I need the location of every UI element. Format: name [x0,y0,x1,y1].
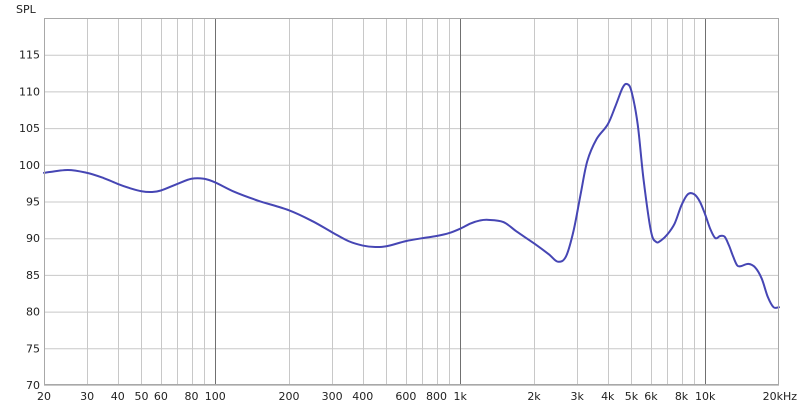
curve-layer [43,82,780,309]
y-tick-label: 85 [26,269,40,282]
x-tick-label: 20 [37,390,51,403]
x-tick-label: 300 [322,390,343,403]
x-tick-label: 20kHz [763,390,798,403]
y-tick-label: 75 [26,342,40,355]
y-tick-label: 95 [26,196,40,209]
y-tick-label: 110 [19,85,40,98]
x-tick-label: 60 [154,390,168,403]
x-tick-label: 50 [134,390,148,403]
y-axis-label: SPL [16,3,37,16]
x-tick-label: 8k [675,390,689,403]
plot-border [44,18,779,385]
y-tick-label: 100 [19,159,40,172]
x-tick-label: 4k [601,390,615,403]
x-tick-label: 10k [695,390,716,403]
x-tick-label: 200 [279,390,300,403]
y-tick-label: 70 [26,379,40,392]
x-tick-label: 2k [527,390,541,403]
x-tick-label: 6k [644,390,658,403]
x-tick-label: 1k [454,390,468,403]
x-tick-label: 600 [395,390,416,403]
y-tick-labels: 70 75 80 85 90 95 100 105 110 115 [19,49,40,392]
x-tick-labels: 20 30 40 50 60 80 100 200 300 400 600 800 1k 2k 3k 4k 5k… [37,390,797,403]
frequency-response-line [43,82,780,309]
x-tick-label: 80 [185,390,199,403]
x-tick-label: 30 [80,390,94,403]
y-tick-label: 90 [26,232,40,245]
y-tick-label: 105 [19,122,40,135]
x-tick-label: 800 [426,390,447,403]
x-tick-label: 400 [352,390,373,403]
x-tick-label: 3k [570,390,584,403]
plot-frame [44,18,779,385]
x-tick-label: 40 [111,390,125,403]
x-tick-label: 100 [205,390,226,403]
x-tick-label: 5k [625,390,639,403]
y-tick-label: 80 [26,306,40,319]
y-tick-label: 115 [19,49,40,62]
